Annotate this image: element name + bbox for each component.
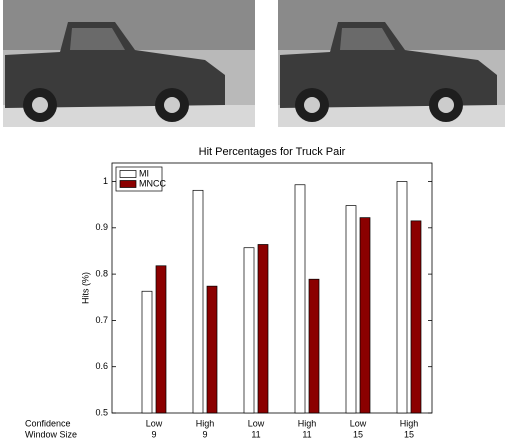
bar (155, 265, 167, 414)
legend-label: MNCC (139, 178, 166, 188)
x-tick-label: 11 (251, 429, 260, 439)
y-tick-label: 0.8 (95, 268, 108, 278)
row-label: Confidence (25, 418, 71, 428)
bar (243, 247, 255, 414)
bar (410, 220, 422, 414)
x-tick-label: 9 (151, 429, 156, 439)
x-tick-label: Low (146, 418, 163, 428)
bar (141, 290, 153, 414)
bar (359, 217, 371, 414)
legend-swatch (119, 170, 137, 178)
bar (294, 184, 306, 414)
row-label: Window Size (25, 429, 77, 439)
bar (396, 181, 408, 414)
x-tick-label: 15 (353, 429, 363, 439)
photo-right (278, 0, 505, 127)
x-tick-label: Low (350, 418, 367, 428)
x-tick-label: High (196, 418, 215, 428)
bar (308, 278, 320, 414)
x-tick-label: High (298, 418, 317, 428)
plot-frame (111, 162, 433, 414)
bar (192, 189, 204, 414)
bar (257, 244, 269, 414)
x-tick-label: 9 (202, 429, 207, 439)
x-tick-label: 15 (404, 429, 414, 439)
x-tick-label: 11 (302, 429, 311, 439)
x-tick-label: High (400, 418, 419, 428)
y-tick-label: 0.6 (95, 361, 108, 371)
bar (206, 285, 218, 414)
y-tick-label: 0.7 (95, 315, 108, 325)
legend-swatch (119, 180, 137, 188)
chart-title: Hit Percentages for Truck Pair (199, 146, 346, 158)
x-tick-label: Low (248, 418, 265, 428)
y-tick-label: 0.9 (95, 222, 108, 232)
y-axis-label: Hits (%) (80, 272, 90, 304)
photo-left (3, 0, 255, 127)
legend-label: MI (139, 168, 149, 178)
y-tick-label: 0.5 (95, 407, 108, 417)
bar (345, 205, 357, 414)
y-tick-label: 1 (103, 176, 108, 186)
